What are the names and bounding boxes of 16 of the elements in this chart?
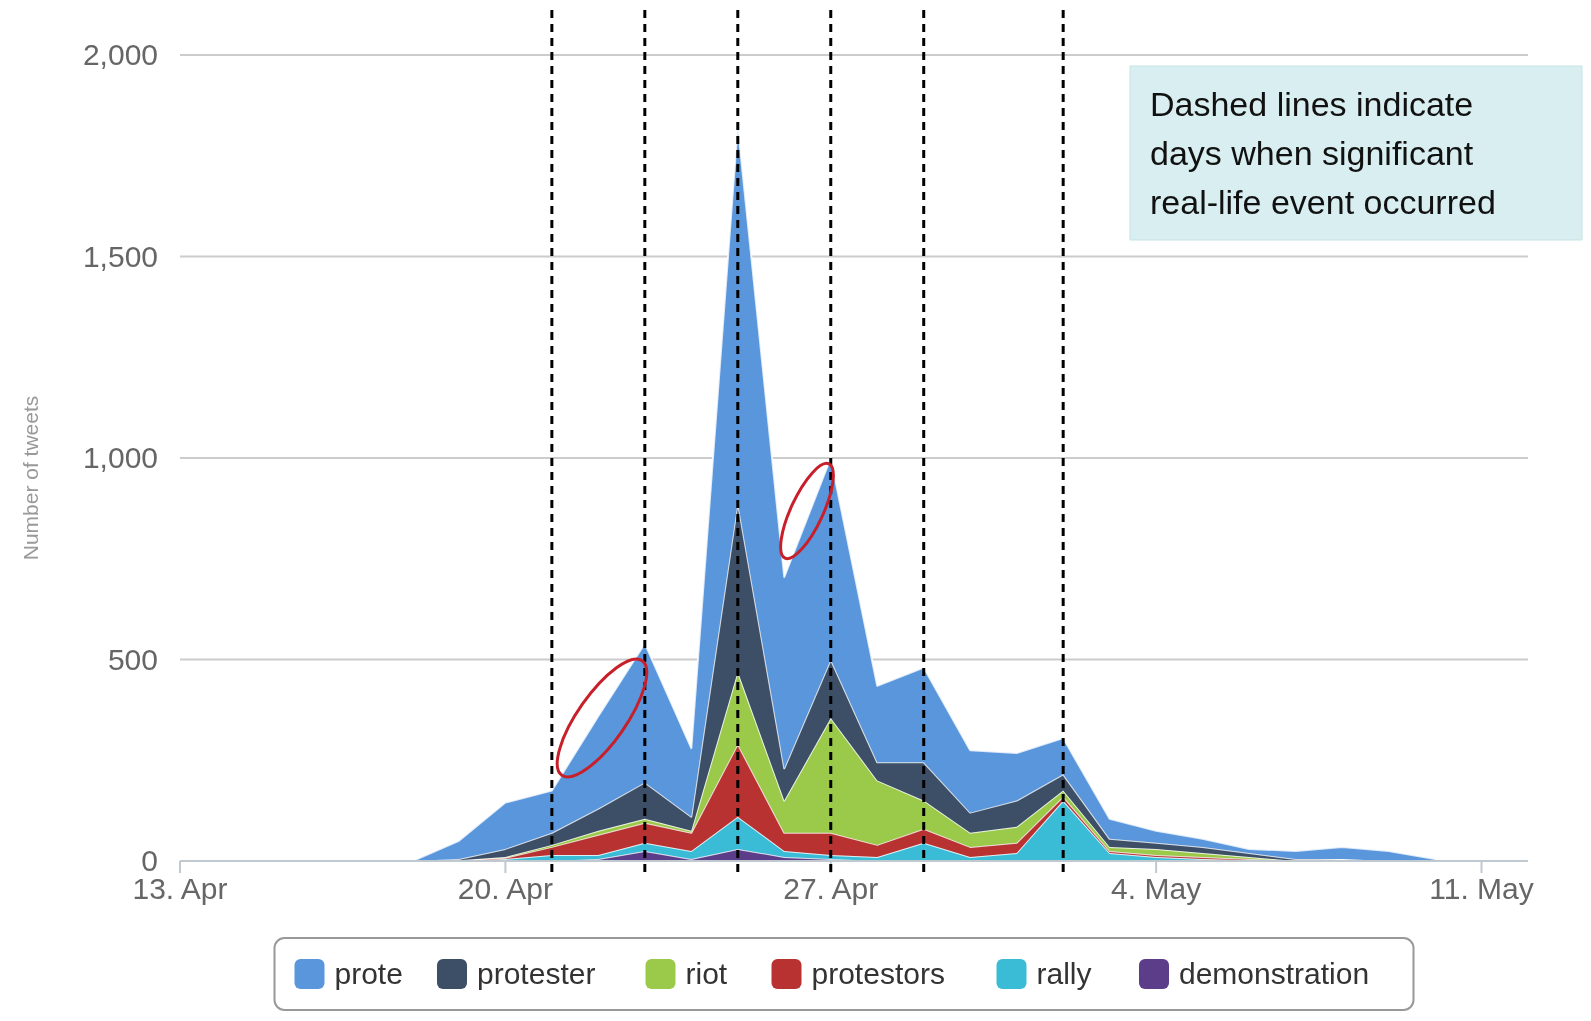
legend-label: rally	[1036, 957, 1092, 990]
annotation: Dashed lines indicate days when significant real-life event occurred	[1150, 85, 1496, 221]
x-tick-label: 20. Apr	[457, 872, 553, 905]
x-tick-label: 11. May	[1429, 872, 1534, 905]
legend-label: demonstration	[1179, 957, 1370, 990]
y-tick-label: 2,000	[82, 38, 158, 71]
y-axis-title: Number of tweets	[19, 395, 42, 561]
legend-label: protestors	[811, 957, 945, 990]
y-tick-label: 1,000	[82, 441, 158, 474]
y-tick-label: 1,500	[82, 239, 158, 273]
x-tick-label: 27. Apr	[783, 872, 879, 905]
y-tick-label: 500	[107, 642, 158, 676]
x-tick-label: 4. May	[1111, 872, 1202, 905]
legend-label: protester	[477, 957, 596, 990]
legend-label: riot	[685, 957, 728, 990]
legend-label: prote	[334, 957, 403, 990]
